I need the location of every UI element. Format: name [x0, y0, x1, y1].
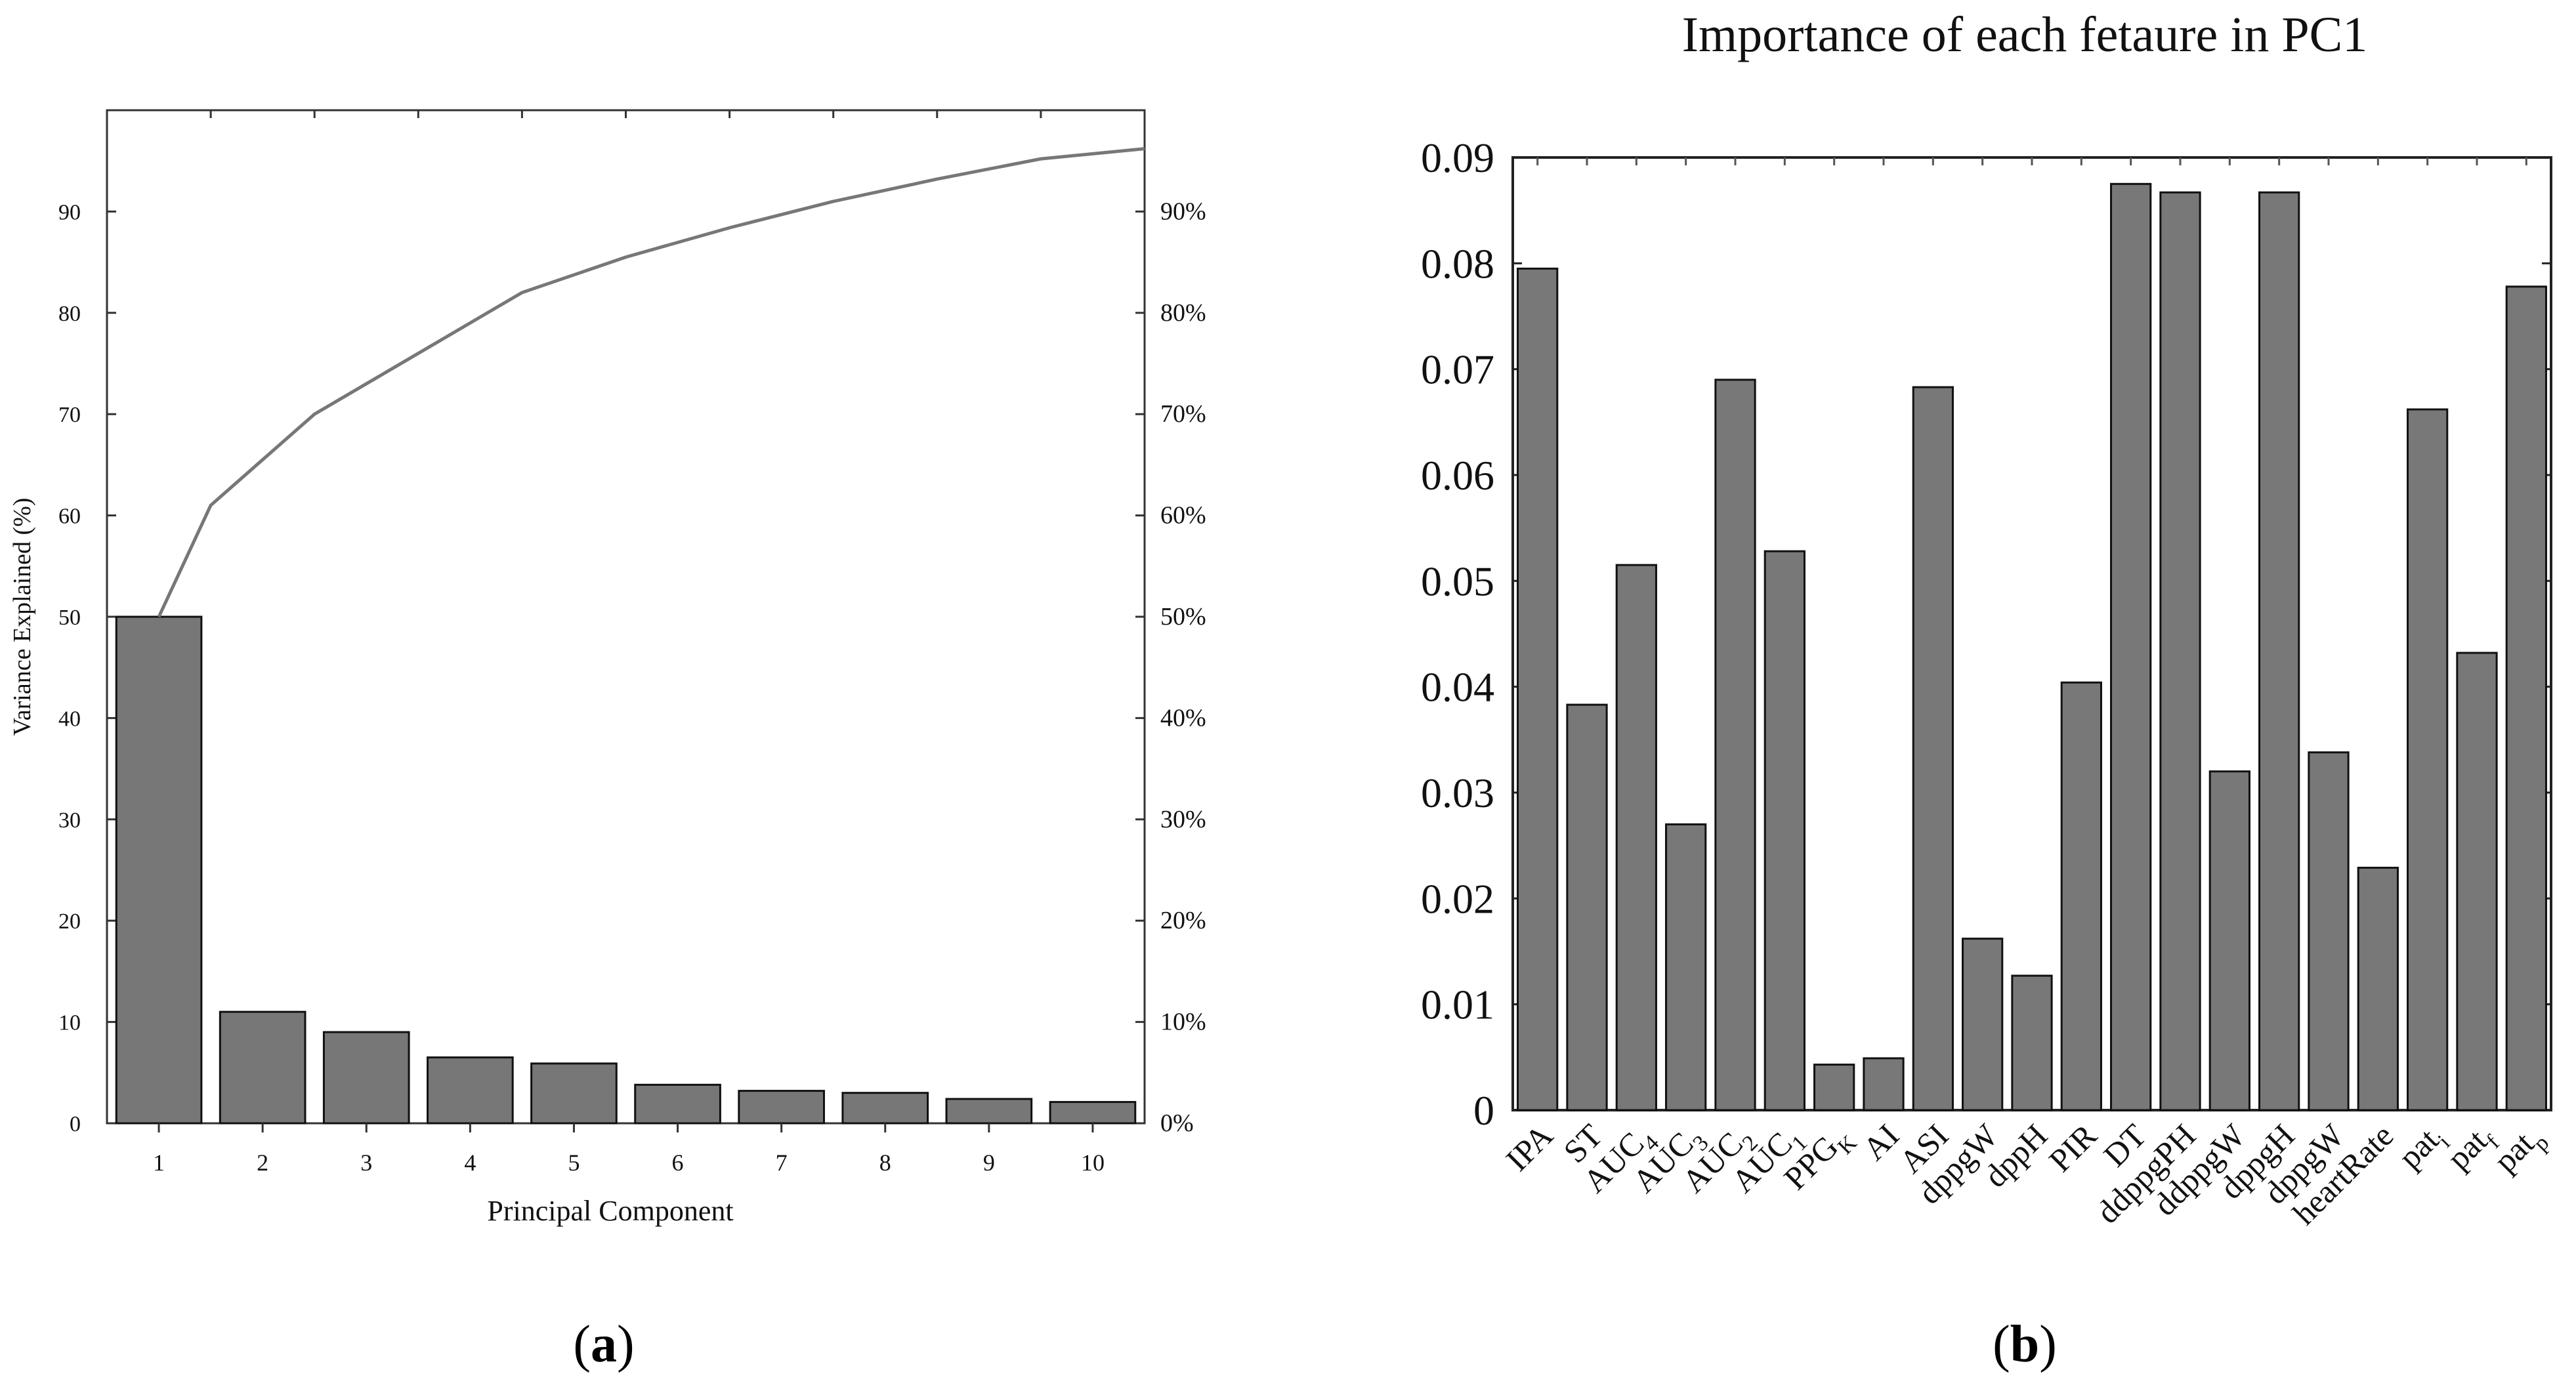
chart-a-x-tick-label: 1	[153, 1150, 165, 1176]
chart-b-y-tick-label: 0.07	[1421, 346, 1494, 393]
chart-b-bar	[2159, 191, 2201, 1111]
chart-a-y-tick-label: 90	[58, 200, 81, 224]
chart-a-x-axis-label: Principal Component	[487, 1195, 733, 1227]
chart-a-bar	[427, 1056, 514, 1125]
chart-b-y-tick-label: 0.01	[1421, 982, 1494, 1028]
chart-b-y-tick-label: 0.03	[1421, 770, 1494, 816]
chart-a-x-tick-label: 3	[360, 1150, 372, 1176]
chart-a-y-tick-label: 10	[58, 1011, 81, 1035]
chart-a-bar	[1049, 1101, 1137, 1125]
chart-b-y-tick-label: 0.04	[1421, 664, 1494, 711]
panel-a-caption: (a)	[573, 1316, 634, 1373]
chart-b-bar	[1813, 1064, 1855, 1111]
chart-a-bar	[945, 1098, 1033, 1125]
chart-b-y-tick-label: 0	[1473, 1087, 1494, 1134]
chart-a-y-tick-label: 30	[58, 808, 81, 833]
chart-a-x-tick-label: 8	[879, 1150, 891, 1176]
chart-a-y-axis-label: Variance Explained (%)	[9, 498, 36, 736]
chart-a-cumulative-line	[157, 147, 1145, 618]
chart-a-bar	[219, 1010, 306, 1125]
chart-a-y-axis: 0 10 20 30 40 50 60 70 80 90	[58, 200, 116, 1136]
chart-a-x-tick-label: 7	[776, 1150, 788, 1176]
chart-b-y-tick-label: 0.08	[1421, 240, 1494, 287]
chart-b-top-ticks	[1536, 157, 2527, 165]
chart-b-bar	[1962, 938, 2004, 1111]
chart-b-x-axis: IPASTAUC4AUC3AUC2AUC1PPGKAIASIdppgWdppHP…	[1498, 1117, 2554, 1232]
chart-a-y2-tick-label: 60%	[1160, 502, 1206, 529]
chart-a-bar	[322, 1031, 410, 1125]
chart-b-bar	[2110, 182, 2152, 1111]
chart-a-x-tick-label: 9	[983, 1150, 995, 1176]
chart-a-y2-tick-label: 50%	[1160, 603, 1206, 631]
chart-a-y2-tick-label: 90%	[1160, 197, 1206, 225]
chart-a-y-tick-label: 0	[70, 1112, 81, 1136]
chart-a-y-tick-label: 70	[58, 403, 81, 427]
chart-a-y-tick-label: 20	[58, 909, 81, 934]
chart-a-x-tick-label: 4	[464, 1150, 476, 1176]
chart-b-x-tick-label: IPA	[1498, 1117, 1559, 1178]
chart-a-bars	[115, 615, 1137, 1125]
chart-a-y2-tick-label: 0%	[1160, 1109, 1194, 1137]
chart-b-bar	[2505, 285, 2547, 1111]
chart-a-bar	[738, 1090, 825, 1125]
chart-b-bar	[1912, 386, 1954, 1111]
chart-b-title: Importance of each fetaure in PC1	[1682, 7, 2368, 62]
chart-a-y2-tick-label: 70%	[1160, 400, 1206, 428]
chart-b-bar	[1665, 823, 1707, 1111]
chart-a-y2-tick-label: 10%	[1160, 1008, 1206, 1036]
chart-b-bar	[1615, 564, 1657, 1111]
chart-b-bar	[2060, 681, 2102, 1111]
chart-a-y-tick-label: 50	[58, 606, 81, 630]
chart-b-bar	[2208, 770, 2250, 1111]
chart-b-bar	[2357, 867, 2399, 1111]
chart-b-y-tick-label: 0.06	[1421, 452, 1494, 499]
chart-a-x-tick-label: 6	[672, 1150, 684, 1176]
chart-b-bar	[1763, 550, 1805, 1111]
chart-a-y2-tick-label: 20%	[1160, 907, 1206, 934]
chart-b-y-axis: 0 0.01 0.02 0.03 0.04 0.05 0.06 0.07 0.08 0.09	[1421, 135, 2551, 1134]
chart-a-secondary-y-axis: 0% 10% 20% 30% 40% 50% 60% 70% 80% 90%	[1135, 197, 1206, 1137]
chart-b-bar	[1863, 1057, 1905, 1111]
chart-a-x-tick-label: 2	[257, 1150, 268, 1176]
chart-b-bar	[1714, 379, 1756, 1111]
chart-b-x-tick-label: PPGK	[1777, 1117, 1862, 1202]
chart-a-y2-tick-label: 40%	[1160, 704, 1206, 732]
chart-a-y2-tick-label: 30%	[1160, 806, 1206, 833]
panel-b-caption: (b)	[1993, 1316, 2057, 1373]
chart-a-bar	[841, 1092, 929, 1125]
chart-b-y-tick-label: 0.02	[1421, 875, 1494, 922]
chart-a-x-axis: 1 2 3 4 5 6 7 8 9 10	[106, 110, 1146, 1176]
chart-b-y-tick-label: 0.09	[1421, 135, 1494, 181]
chart-b-bar	[2258, 191, 2300, 1111]
chart-b-bar	[1517, 267, 1559, 1111]
chart-a-x-tick-label: 10	[1081, 1150, 1105, 1176]
chart-a-y-tick-label: 80	[58, 302, 81, 326]
chart-b-bars	[1517, 182, 2547, 1111]
chart-a-y2-tick-label: 80%	[1160, 299, 1206, 327]
chart-b-y-tick-label: 0.05	[1421, 558, 1494, 604]
chart-a-x-tick-label: 5	[568, 1150, 580, 1176]
chart-b-bar	[1566, 703, 1608, 1111]
chart-b-bar	[2407, 408, 2449, 1111]
chart-b-x-tick-label: patp	[2487, 1117, 2554, 1184]
chart-a-y-tick-label: 40	[58, 707, 81, 731]
chart-a-plot-area	[106, 109, 1146, 1125]
chart-a-bar	[115, 615, 203, 1125]
chart-b-bar	[2456, 652, 2498, 1111]
chart-b-x-tick-label: PIR	[2042, 1117, 2104, 1179]
chart-b-bar	[2308, 751, 2350, 1111]
chart-b-bar	[2011, 974, 2053, 1111]
chart-a-y-tick-label: 60	[58, 505, 81, 529]
